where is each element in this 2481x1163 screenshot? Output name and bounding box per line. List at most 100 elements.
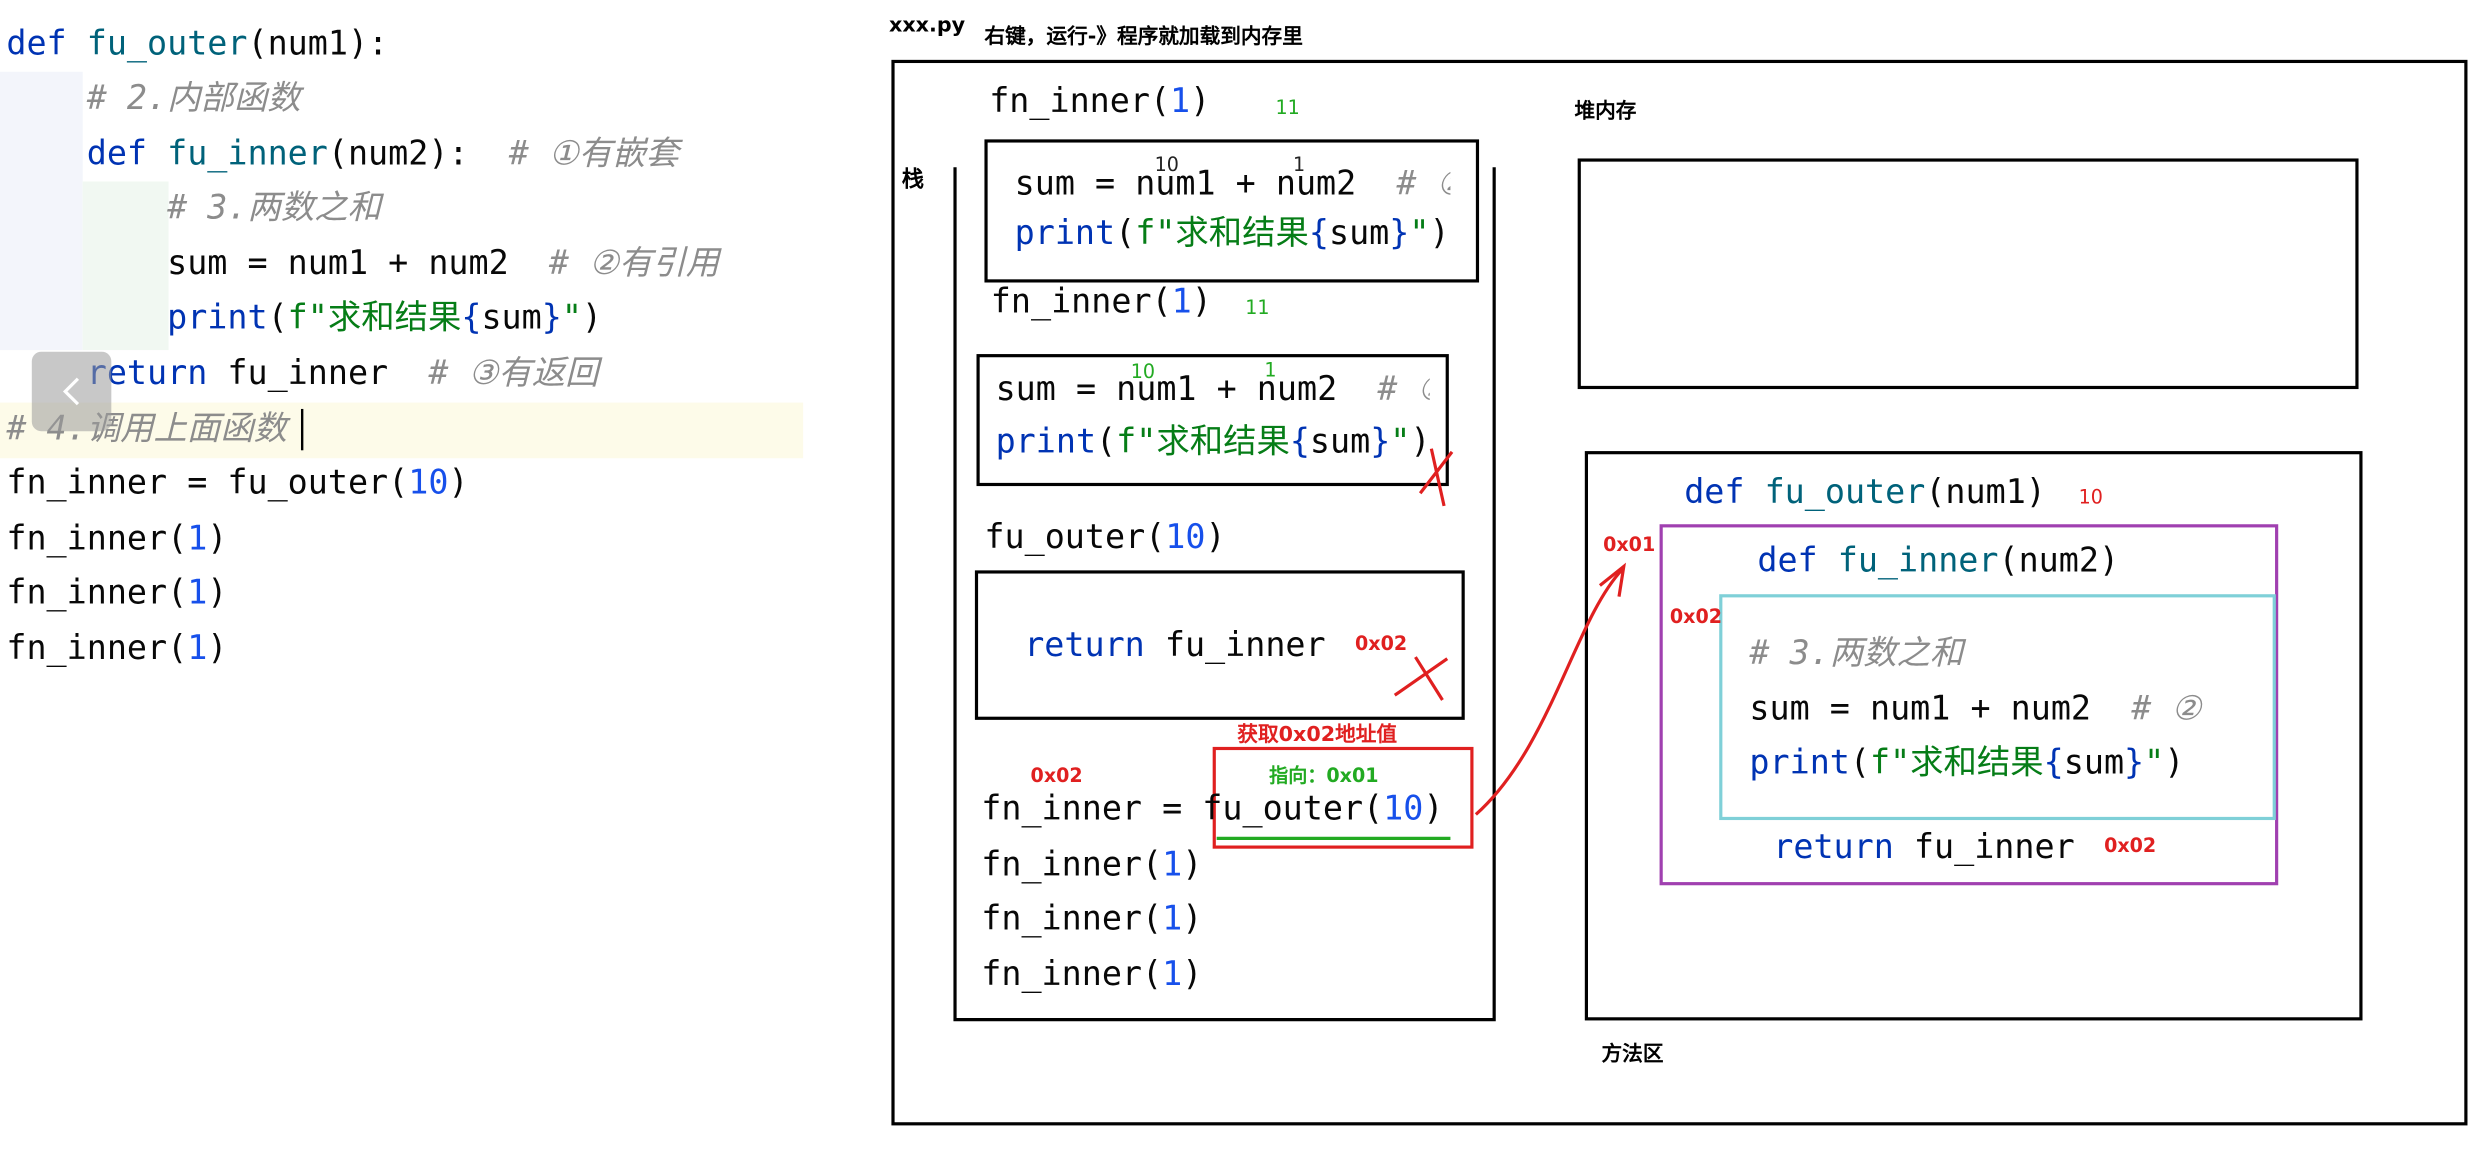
code-token: print (1015, 213, 1115, 252)
code-token: # 3.两数之和 (1748, 632, 1966, 671)
code-token: sum = num1 + num2 (1015, 163, 1397, 202)
code-token: fn_inner( (991, 281, 1172, 321)
code-token: # 3.两数之和 (6, 187, 384, 226)
code-token: f"求和结果 (1135, 213, 1309, 252)
code-token: ) (448, 462, 468, 501)
code-token: fu_inner (1914, 826, 2075, 866)
code-token: ( (1115, 213, 1135, 252)
code-token: f"求和结果 (1870, 742, 2044, 781)
annotation: 10 (1131, 361, 1155, 383)
code-token: ( (268, 297, 288, 336)
code-token: # ② (2130, 688, 2203, 727)
code-token: ) (582, 297, 602, 336)
code-token: ) (207, 572, 227, 611)
code-token: (num1): (247, 23, 388, 62)
code-line: fu_outer(10) (984, 516, 1225, 556)
code-token: f"求和结果 (1116, 421, 1290, 460)
code-token: 10 (1383, 788, 1423, 827)
code-token: ) (1182, 844, 1202, 883)
code-token: (num2): (328, 133, 509, 172)
code-line: fn_inner(1) (6, 518, 227, 558)
code-line: def fu_outer(num1): (6, 23, 388, 63)
code-token: 1 (1162, 844, 1182, 883)
code-token: " (2144, 742, 2164, 781)
code-editor: def fu_outer(num1): # 2.内部函数 def fu_inne… (5, 23, 722, 667)
code-token: ) (1205, 516, 1225, 555)
annotation: 1 (1264, 359, 1276, 381)
code-line: print(f"求和结果{sum}") (1015, 213, 1450, 252)
code-line: sum = num1 + num2 # ② (1015, 163, 1469, 202)
code-token: def (6, 133, 167, 172)
code-token: { (1309, 213, 1329, 252)
frame-box (984, 139, 1480, 283)
code-token: sum (481, 297, 541, 336)
code-token: (num1) (1925, 472, 2046, 511)
current-line (0, 402, 804, 459)
code-token: fu_outer (1765, 472, 1926, 512)
function-body-box (1719, 594, 2276, 821)
annotation: 10 (1155, 154, 1179, 176)
method-area-box (1584, 451, 2363, 1021)
code-token: ) (207, 628, 227, 667)
code-token: fn_inner( (6, 518, 187, 558)
annotation: 栈 (902, 166, 924, 192)
annotation: xxx.py (889, 13, 966, 37)
annotation: 10 (2079, 487, 2103, 509)
heap-box (1577, 158, 2359, 390)
code-token: # ②有引用 (548, 243, 723, 282)
code-token: sum = num1 + num2 (996, 368, 1378, 407)
code-token: fu_inner (1838, 540, 1999, 580)
code-token: ) (1423, 788, 1443, 827)
code-token: 1 (1172, 281, 1192, 320)
code-token: 1 (1162, 898, 1182, 937)
code-token: } (1370, 421, 1390, 460)
code-line: sum = num1 + num2 # ② (1749, 688, 2203, 727)
code-token: print (996, 421, 1096, 460)
pointer-arrow (1474, 568, 1624, 816)
code-line: fn_inner(1) (981, 954, 1202, 994)
code-token: # ③有返回 (427, 352, 603, 391)
stack-frame (953, 167, 1496, 1022)
code-token: ) (1410, 421, 1430, 460)
code-token: fn_inner = fu_outer( (981, 788, 1383, 828)
code-token: ) (1182, 954, 1202, 993)
frame-box (974, 570, 1465, 720)
code-token: # ①有嵌套 (508, 133, 684, 172)
code-token: ) (1192, 281, 1212, 320)
code-token: 10 (1165, 516, 1205, 555)
code-token: 1 (1170, 80, 1190, 119)
cross-mark (1393, 656, 1449, 701)
back-button[interactable] (31, 351, 112, 432)
inner-function-box (1659, 524, 2279, 886)
code-token: fu_outer (87, 23, 248, 63)
annotation: 1 (1293, 154, 1305, 176)
code-token: fn_inner = fu_outer( (6, 462, 408, 502)
code-token: fn_inner( (981, 898, 1162, 938)
code-line: fn_inner(1) (6, 628, 227, 668)
code-token: ) (1190, 80, 1210, 119)
code-line: print(f"求和结果{sum}") (996, 421, 1431, 460)
code-line: fn_inner(1) (989, 80, 1210, 120)
code-token: 10 (408, 462, 448, 501)
code-token: ) (1182, 898, 1202, 937)
code-line: fn_inner = fu_outer(10) (981, 788, 1443, 828)
code-token: fn_inner( (6, 572, 187, 612)
code-token: 1 (187, 572, 207, 611)
code-token: # ② (1376, 368, 1449, 407)
code-line: def fu_inner(num2): # ①有嵌套 (6, 133, 683, 173)
code-token: fu_inner (227, 352, 428, 392)
gutter-fold (0, 71, 83, 351)
back-icon (62, 377, 80, 406)
code-token: sum = num1 + num2 (6, 243, 549, 282)
annotation: 指向：0x01 (1269, 764, 1378, 787)
annotation: 0x02 (2104, 835, 2156, 857)
code-token: sum (1310, 421, 1370, 460)
code-token: { (1290, 421, 1310, 460)
code-token: fu_inner (1165, 624, 1326, 664)
code-line: def fu_inner(num2) (1757, 540, 2119, 580)
code-token: (num2) (1999, 540, 2120, 579)
code-token: fn_inner( (981, 954, 1162, 994)
code-token: # 2.内部函数 (6, 77, 305, 116)
code-token: } (2124, 742, 2144, 781)
annotation: 0x02 (1031, 765, 1083, 787)
